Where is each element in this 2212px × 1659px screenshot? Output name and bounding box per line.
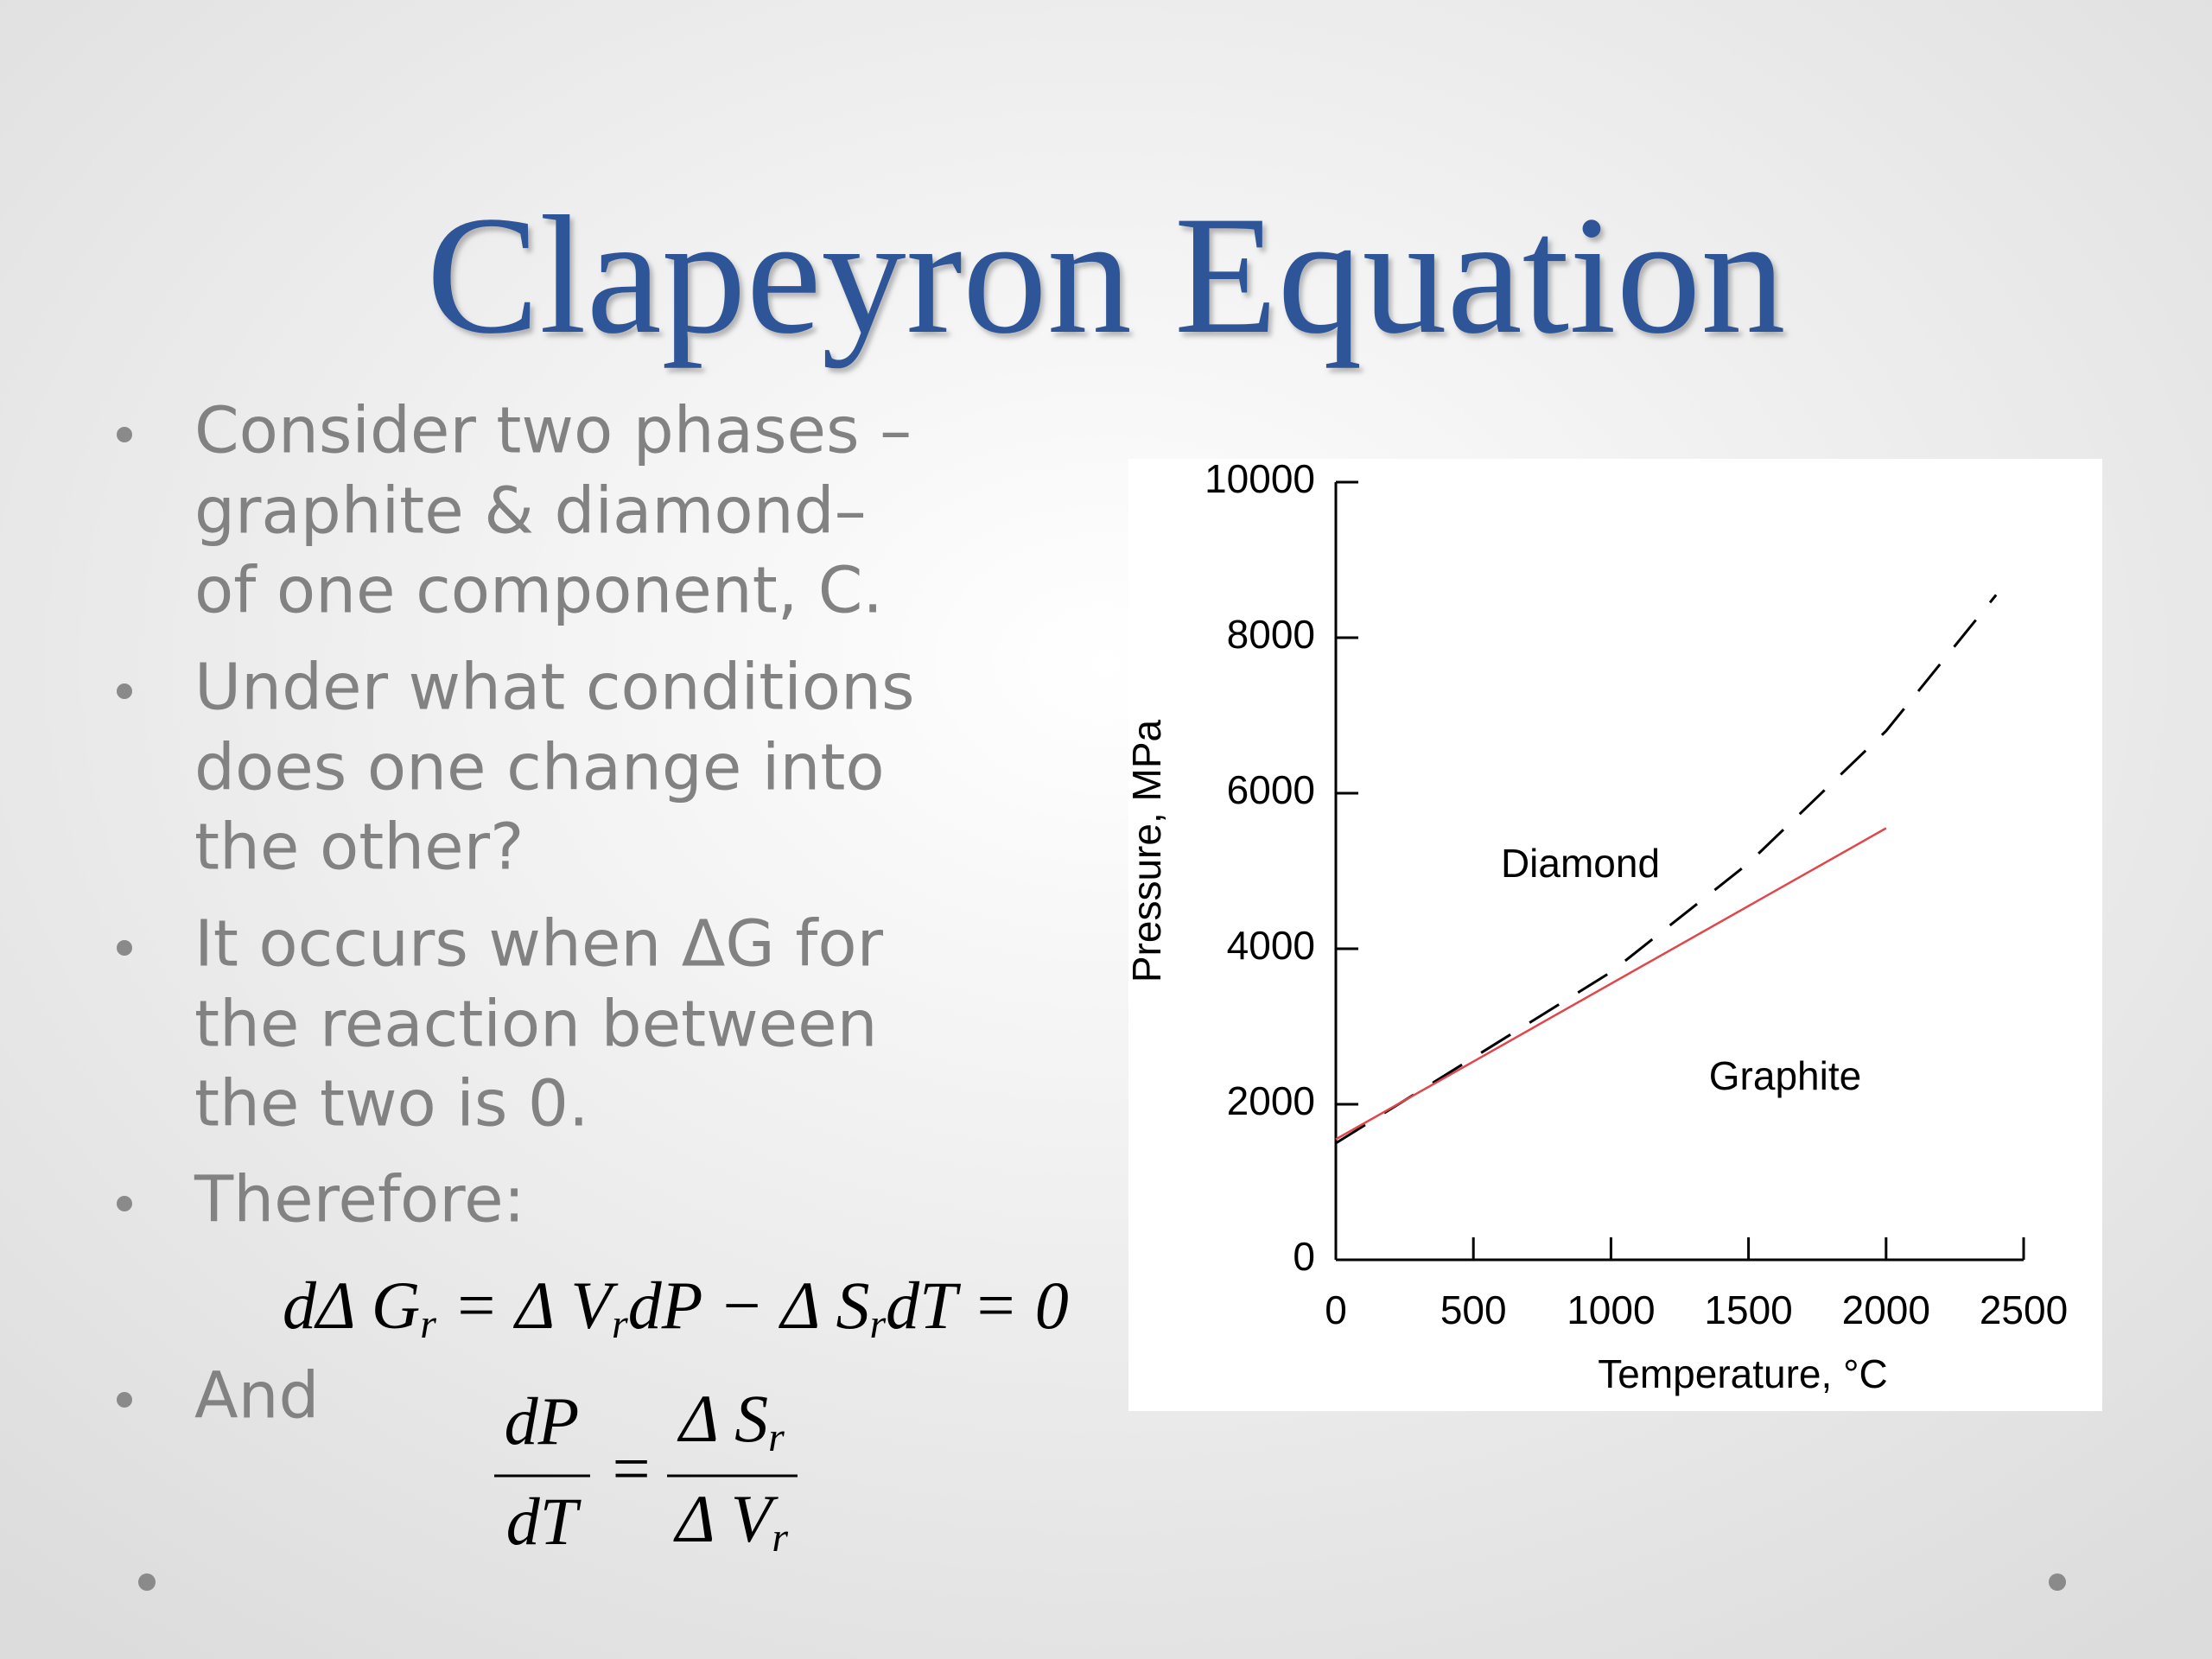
equation-part: dΔ G bbox=[283, 1268, 420, 1343]
equation-part: dP − Δ S bbox=[628, 1268, 870, 1343]
line-series bbox=[1335, 594, 1998, 1145]
numerator: dP bbox=[505, 1383, 580, 1459]
y-tick-label: 4000 bbox=[1227, 923, 1315, 968]
y-tick-label: 8000 bbox=[1227, 612, 1315, 657]
bullet-text: the reaction between bbox=[194, 988, 878, 1062]
equals: = bbox=[608, 1431, 654, 1506]
y-tick-label: 10000 bbox=[1205, 456, 1315, 501]
x-tick-label: 500 bbox=[1440, 1287, 1507, 1332]
bullet-text: of one component, C. bbox=[194, 554, 883, 628]
bullet-dot bbox=[117, 683, 132, 699]
bullet-text: Under what conditions bbox=[194, 651, 915, 725]
annotation: Graphite bbox=[1709, 1053, 1861, 1098]
equation-part: = Δ V bbox=[436, 1268, 620, 1343]
x-tick-label: 0 bbox=[1325, 1287, 1347, 1332]
equation: Δ Vr bbox=[673, 1481, 789, 1560]
subscript: r bbox=[768, 1414, 785, 1460]
equation: dΔ Gr = Δ VrdP − Δ SrdT = 0 bbox=[283, 1268, 1069, 1347]
subscript: r bbox=[772, 1515, 788, 1560]
x-tick-label: 2500 bbox=[1980, 1287, 2068, 1332]
x-tick-label: 1500 bbox=[1704, 1287, 1792, 1332]
y-tick-label: 0 bbox=[1293, 1234, 1315, 1279]
bullet-text: Consider two phases – bbox=[194, 394, 912, 468]
equation-part: Δ S bbox=[677, 1381, 768, 1456]
bullet-text: graphite & diamond– bbox=[194, 474, 867, 549]
subscript: r bbox=[420, 1301, 436, 1347]
chart-panel bbox=[1128, 459, 2102, 1411]
bullet-dot bbox=[117, 940, 132, 956]
slide-title: Clapeyron Equation bbox=[426, 181, 1785, 369]
bullet-text: does one change into bbox=[194, 731, 885, 805]
equation-part: Δ V bbox=[673, 1481, 779, 1556]
bullet-text: And bbox=[194, 1359, 320, 1433]
y-tick-label: 2000 bbox=[1227, 1078, 1315, 1123]
bullet-text: Therefore: bbox=[194, 1163, 525, 1237]
bullet-dot bbox=[117, 427, 132, 442]
x-tick-label: 2000 bbox=[1842, 1287, 1930, 1332]
line-series bbox=[1335, 827, 1887, 1141]
bullet-text: It occurs when ΔG for bbox=[194, 907, 884, 982]
bullet-dot bbox=[117, 1196, 132, 1211]
equation-part: dT = 0 bbox=[886, 1268, 1069, 1343]
equation: Δ Sr bbox=[677, 1381, 785, 1460]
y-tick-label: 6000 bbox=[1227, 767, 1315, 812]
y-axis-label: Pressure, MPa bbox=[1124, 719, 1169, 982]
subscript: r bbox=[869, 1301, 886, 1347]
bullet-text: the other? bbox=[194, 810, 524, 885]
subscript: r bbox=[612, 1301, 628, 1347]
corner-dot bbox=[2049, 1573, 2066, 1591]
bullet-text: the two is 0. bbox=[194, 1067, 589, 1141]
x-tick-label: 1000 bbox=[1567, 1287, 1655, 1332]
bullet-dot bbox=[117, 1392, 132, 1408]
denominator: dT bbox=[506, 1484, 582, 1559]
annotation: Diamond bbox=[1501, 841, 1660, 886]
x-axis-label: Temperature, °C bbox=[1598, 1351, 1887, 1396]
corner-dot bbox=[138, 1573, 156, 1591]
